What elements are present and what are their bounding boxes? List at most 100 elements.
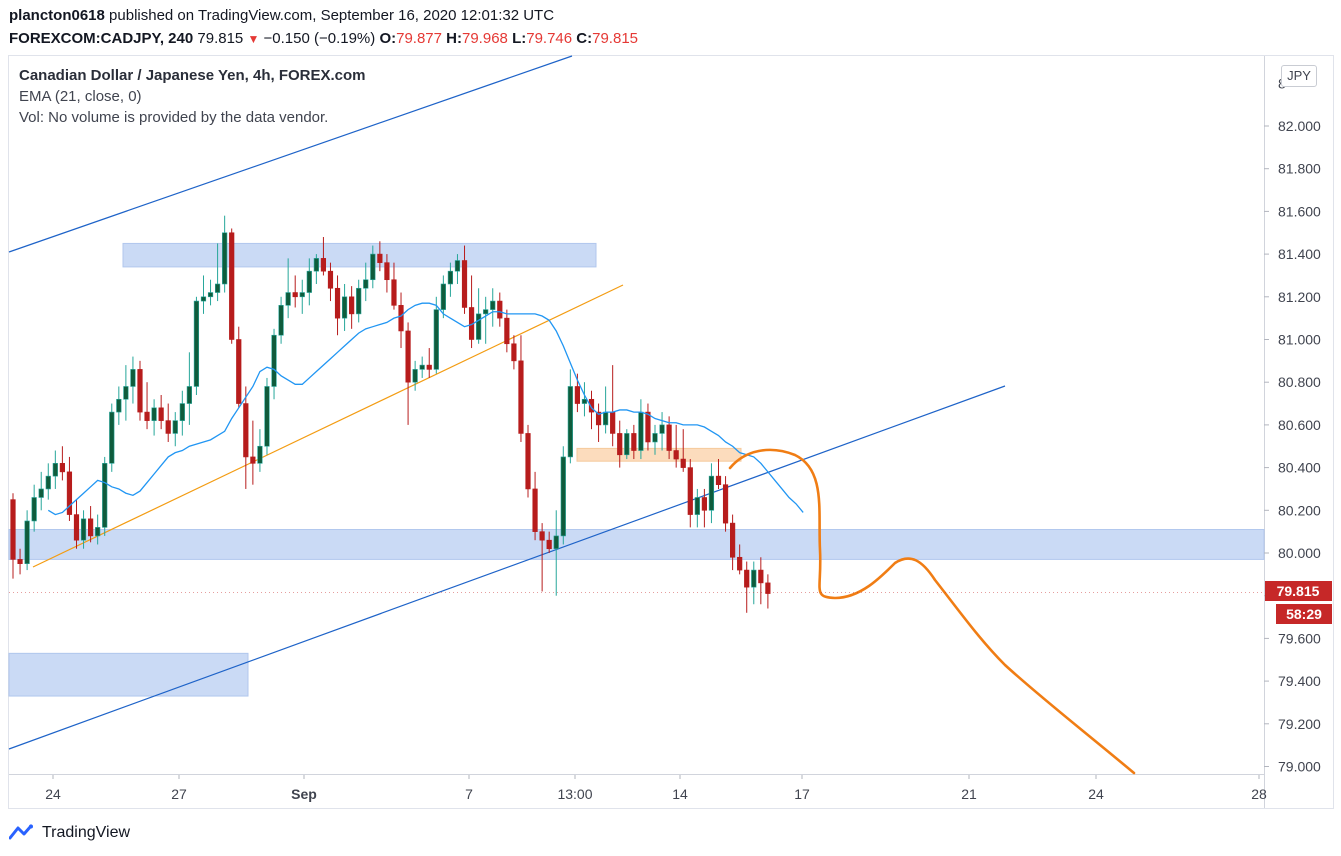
currency-badge[interactable]: JPY [1281,65,1317,87]
time-tick-label: 17 [794,786,810,802]
down-candle [327,270,334,289]
low-label: L: [512,30,527,47]
down-candle [687,467,693,515]
price-tick-label: 80.800 [1278,374,1321,390]
up-candle [419,364,425,370]
down-candle [250,456,256,464]
down-candle [405,330,411,383]
down-candle [631,433,637,451]
price-tick-label: 80.400 [1278,460,1321,476]
price-tick-label: 80.600 [1278,417,1321,433]
up-candle [207,292,214,298]
down-candle [765,582,771,594]
down-candle [680,458,686,468]
price-tick-label: 81.600 [1278,203,1321,219]
down-candle [546,539,552,550]
up-candle [278,305,284,336]
price-tick-label: 82.000 [1278,118,1321,134]
price-tick-label: 79.600 [1278,630,1321,646]
down-candle [737,556,743,571]
branding-text: TradingView [42,824,131,841]
publish-info: plancton0618 published on TradingView.co… [9,7,554,24]
tradingview-logo-icon [9,824,33,840]
down-candle [525,433,531,490]
down-candle [334,287,341,319]
down-candle [144,411,150,421]
last-price: 79.815 [197,30,244,47]
legend-title[interactable]: Canadian Dollar / Japanese Yen, 4h, FORE… [19,67,366,84]
price-tick-label: 81.400 [1278,246,1321,262]
up-candle [341,296,348,319]
blue-zone [122,242,597,268]
time-axis[interactable]: 24 27 Sep 7 13:00 14 17 21 24 28 [45,775,1267,802]
up-candle [222,232,228,285]
up-candle [271,334,277,387]
up-candle [483,309,489,315]
down-candle [730,522,736,558]
up-candle [490,300,496,310]
up-candle [179,403,185,421]
time-tick-label: 24 [1088,786,1104,802]
tradingview-logo[interactable]: TradingView [9,822,130,844]
up-candle [38,488,44,498]
down-candle [758,569,764,584]
blue-zone [8,652,249,697]
time-tick-label: 13:00 [557,786,592,802]
up-candle [123,386,129,400]
down-candle [722,484,729,524]
down-triangle-icon: ▼ [247,32,260,46]
last-price-tag [1265,581,1332,601]
up-candle [193,300,200,387]
high-value: 79.968 [462,30,508,47]
up-candle [313,258,319,272]
down-candle [384,262,390,281]
up-candle [412,369,418,383]
legend-volume: Vol: No volume is provided by the data v… [19,109,329,126]
time-tick-label: Sep [291,786,317,802]
forecast-path [728,448,1136,775]
close-label: C: [576,30,593,47]
ema-line [47,302,804,516]
up-candle [454,260,461,272]
up-candle [52,463,58,477]
down-candle [377,253,383,263]
orange-zone [576,447,742,462]
up-candle [447,270,454,285]
up-candle [214,283,221,293]
legend-ema[interactable]: EMA (21, close, 0) [19,88,142,105]
open-label: O: [379,30,397,47]
close-value: 79.815 [592,30,639,47]
ema-layer [47,302,804,516]
symbol-bar: FOREXCOM:CADJPY, 240 79.815 ▼ −0.150 (−0… [9,30,638,47]
down-candle [229,232,235,340]
down-candle [511,343,517,362]
up-candle [31,497,37,522]
down-candle [497,300,503,319]
price-axis[interactable]: 79.00079.20079.40079.60079.80080.00080.2… [1264,75,1321,775]
down-candle [701,497,707,511]
down-candle [574,386,580,404]
symbol-name[interactable]: FOREXCOM:CADJPY, 240 [9,30,194,47]
down-candle [158,407,164,421]
price-tick-label: 79.000 [1278,759,1321,775]
down-candle [398,305,404,332]
down-candle [588,398,595,413]
price-tags: 79.815 58:29 [9,581,1332,624]
down-candle [88,518,94,537]
down-candle [236,339,242,404]
price-tick-label: 81.200 [1278,289,1321,305]
down-candle [349,296,355,315]
up-candle [200,296,207,302]
last-price-tag-text: 79.815 [1277,583,1320,599]
down-candle [539,531,545,541]
publisher-name[interactable]: plancton0618 [9,7,105,24]
up-candle [151,407,157,421]
up-candle [440,283,446,310]
drawings-layer [8,55,1006,750]
down-candle [666,424,672,451]
forecast-layer [728,448,1136,775]
up-candle [116,398,122,413]
down-candle [10,499,16,560]
up-candle [299,292,305,298]
